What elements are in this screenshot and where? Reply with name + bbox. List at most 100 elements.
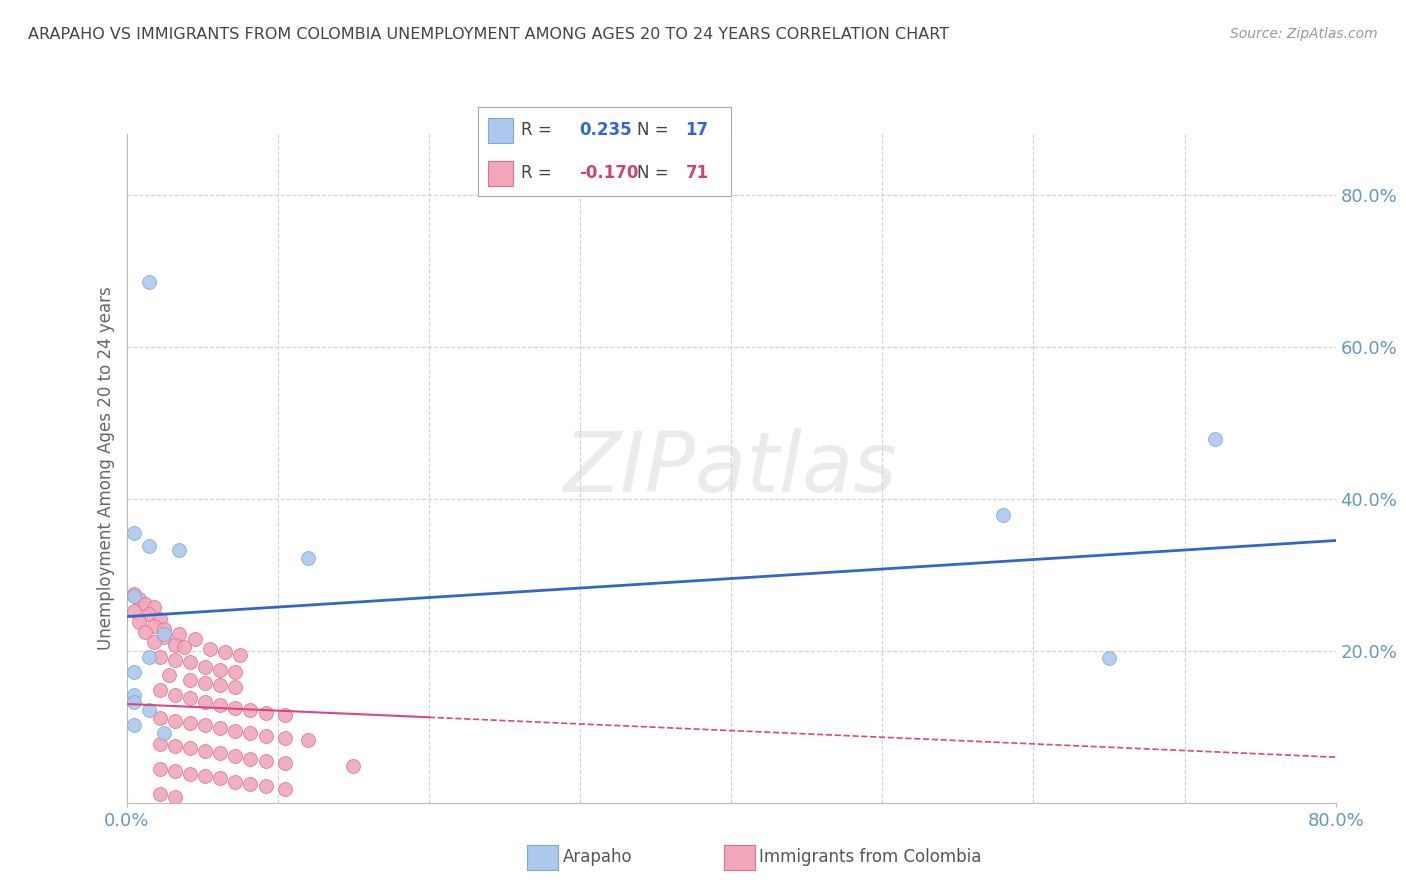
- Point: [179, 690, 201, 705]
- Point: [138, 539, 160, 553]
- Point: [297, 733, 319, 747]
- Text: Immigrants from Colombia: Immigrants from Colombia: [759, 848, 981, 866]
- Point: [209, 663, 232, 677]
- Point: [149, 787, 172, 801]
- Point: [224, 774, 246, 789]
- Point: [122, 525, 145, 540]
- Point: [163, 688, 186, 702]
- Point: [163, 653, 186, 667]
- Point: [198, 642, 221, 657]
- Point: [149, 612, 172, 626]
- Point: [224, 748, 246, 763]
- Point: [138, 703, 160, 717]
- Point: [157, 668, 180, 682]
- Point: [122, 604, 145, 618]
- Point: [239, 777, 262, 791]
- Text: Arapaho: Arapaho: [562, 848, 633, 866]
- Point: [179, 716, 201, 731]
- Point: [153, 726, 176, 740]
- Point: [149, 737, 172, 751]
- Point: [209, 721, 232, 735]
- Point: [169, 627, 191, 641]
- Text: Source: ZipAtlas.com: Source: ZipAtlas.com: [1230, 27, 1378, 41]
- Point: [254, 754, 277, 768]
- Point: [149, 762, 172, 776]
- Point: [209, 772, 232, 786]
- Text: R =: R =: [522, 120, 557, 139]
- Point: [153, 627, 176, 641]
- Point: [274, 708, 297, 723]
- Point: [183, 632, 205, 647]
- Point: [122, 665, 145, 679]
- Text: ARAPAHO VS IMMIGRANTS FROM COLOMBIA UNEMPLOYMENT AMONG AGES 20 TO 24 YEARS CORRE: ARAPAHO VS IMMIGRANTS FROM COLOMBIA UNEM…: [28, 27, 949, 42]
- Text: N =: N =: [637, 163, 675, 182]
- Point: [149, 711, 172, 725]
- Point: [1098, 651, 1121, 665]
- Point: [142, 619, 165, 633]
- Point: [274, 756, 297, 771]
- Point: [1204, 433, 1226, 447]
- Point: [179, 741, 201, 756]
- Point: [128, 615, 150, 629]
- Point: [194, 675, 217, 690]
- Point: [194, 696, 217, 710]
- Y-axis label: Unemployment Among Ages 20 to 24 years: Unemployment Among Ages 20 to 24 years: [97, 286, 115, 650]
- Point: [163, 764, 186, 778]
- Point: [153, 623, 176, 637]
- Point: [224, 680, 246, 694]
- Point: [122, 688, 145, 702]
- Point: [122, 718, 145, 732]
- Text: ZIPatlas: ZIPatlas: [564, 428, 898, 508]
- Point: [239, 726, 262, 740]
- Point: [163, 638, 186, 652]
- Point: [254, 779, 277, 793]
- Point: [149, 649, 172, 664]
- Point: [173, 640, 195, 654]
- Point: [142, 634, 165, 648]
- Point: [194, 718, 217, 732]
- Point: [209, 678, 232, 692]
- Text: -0.170: -0.170: [579, 163, 638, 182]
- Point: [209, 698, 232, 713]
- Point: [297, 551, 319, 566]
- Point: [254, 729, 277, 743]
- Point: [194, 769, 217, 783]
- Point: [194, 660, 217, 674]
- Point: [229, 648, 252, 662]
- Point: [179, 673, 201, 687]
- Point: [169, 543, 191, 558]
- Point: [214, 645, 236, 659]
- Text: 17: 17: [686, 120, 709, 139]
- Point: [342, 759, 364, 773]
- Point: [224, 665, 246, 679]
- Text: 71: 71: [686, 163, 709, 182]
- Point: [122, 587, 145, 601]
- Point: [163, 789, 186, 804]
- Point: [134, 624, 156, 639]
- Text: R =: R =: [522, 163, 557, 182]
- Point: [153, 630, 176, 644]
- Point: [142, 599, 165, 614]
- Bar: [488, 118, 513, 143]
- Point: [138, 607, 160, 622]
- Point: [194, 744, 217, 758]
- Point: [993, 508, 1015, 523]
- Point: [224, 700, 246, 714]
- Point: [163, 739, 186, 753]
- Point: [179, 767, 201, 781]
- Point: [122, 696, 145, 710]
- Point: [274, 731, 297, 746]
- Point: [239, 703, 262, 717]
- Bar: [488, 161, 513, 186]
- Point: [209, 747, 232, 761]
- Point: [122, 589, 145, 603]
- Text: N =: N =: [637, 120, 675, 139]
- Point: [224, 723, 246, 738]
- Point: [128, 592, 150, 607]
- Point: [274, 782, 297, 797]
- Text: 0.235: 0.235: [579, 120, 631, 139]
- Point: [134, 597, 156, 611]
- Point: [149, 683, 172, 698]
- Point: [163, 714, 186, 728]
- Point: [254, 706, 277, 720]
